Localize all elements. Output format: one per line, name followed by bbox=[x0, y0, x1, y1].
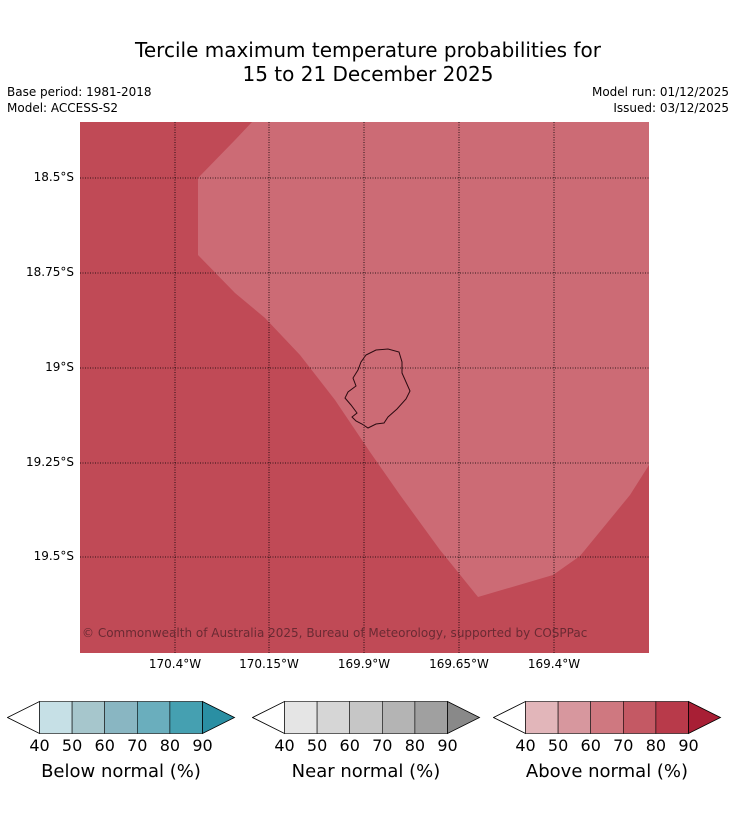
colorbar-tick-label: 40 bbox=[29, 736, 50, 755]
model-run: Model run: 01/12/2025 bbox=[591, 85, 729, 99]
colorbar-segment bbox=[557, 701, 591, 734]
colorbar-near bbox=[252, 700, 481, 735]
colorbar-tick-label: 50 bbox=[547, 736, 569, 755]
colorbar-segment bbox=[382, 701, 416, 734]
colorbar-tick-label: 80 bbox=[645, 736, 667, 755]
latitude-label: 18.5°S bbox=[33, 170, 74, 184]
colorbar-segment bbox=[623, 701, 657, 734]
colorbar-tick-label: 60 bbox=[339, 736, 360, 755]
niue-coastline bbox=[344, 348, 411, 429]
colorbar-over-arrow bbox=[202, 700, 236, 735]
map-canvas: © Commonwealth of Australia 2025, Bureau… bbox=[80, 122, 649, 653]
title-line-1: Tercile maximum temperature probabilitie… bbox=[135, 38, 601, 62]
colorbar-under-arrow bbox=[7, 700, 40, 735]
colorbar-below bbox=[7, 700, 236, 735]
latitude-label: 19°S bbox=[45, 360, 74, 374]
colorbar-segment bbox=[169, 701, 203, 734]
colorbar-tick-label: 70 bbox=[127, 736, 148, 755]
colorbar-segment bbox=[71, 701, 105, 734]
colorbar-tick-label: 70 bbox=[613, 736, 634, 755]
colorbar-tick-label: 80 bbox=[404, 736, 426, 755]
colorbar-segment bbox=[39, 701, 73, 734]
colorbar-segment bbox=[525, 701, 559, 734]
longitude-label: 170.4°W bbox=[148, 657, 202, 671]
longitude-label: 169.65°W bbox=[429, 657, 489, 671]
meta-right: Model run: 01/12/2025 Issued: 03/12/2025 bbox=[592, 84, 729, 116]
colorbar-tick-label: 90 bbox=[192, 736, 213, 755]
colorbar-tick-label: 40 bbox=[515, 736, 536, 755]
colorbar-segment bbox=[655, 701, 689, 734]
colorbar-label: Near normal (%) bbox=[291, 761, 441, 782]
colorbar-segment bbox=[590, 701, 624, 734]
colorbar-tick-label: 50 bbox=[306, 736, 328, 755]
model-name: Model: ACCESS-S2 bbox=[7, 101, 119, 115]
colorbar-above bbox=[493, 700, 722, 735]
colorbar-under-arrow bbox=[252, 700, 285, 735]
colorbar-over-arrow bbox=[447, 700, 481, 735]
colorbar-segment bbox=[104, 701, 138, 734]
page-title: Tercile maximum temperature probabilitie… bbox=[0, 38, 736, 86]
colorbar-under-arrow bbox=[493, 700, 526, 735]
colorbar-segment bbox=[414, 701, 448, 734]
copyright-notice: © Commonwealth of Australia 2025, Bureau… bbox=[82, 626, 587, 640]
colorbar-tick-label: 80 bbox=[159, 736, 181, 755]
colorbar-tick-label: 70 bbox=[372, 736, 393, 755]
colorbar-tick-label: 60 bbox=[580, 736, 601, 755]
colorbar-tick-label: 90 bbox=[437, 736, 458, 755]
colorbar-tick-label: 50 bbox=[61, 736, 83, 755]
colorbar-segment bbox=[284, 701, 318, 734]
colorbar-tick-label: 60 bbox=[94, 736, 115, 755]
colorbar-segment bbox=[349, 701, 383, 734]
latitude-label: 19.5°S bbox=[33, 549, 74, 563]
title-line-2: 15 to 21 December 2025 bbox=[242, 62, 494, 86]
longitude-label: 169.9°W bbox=[337, 657, 391, 671]
colorbar-tick-label: 90 bbox=[678, 736, 699, 755]
meta-left: Base period: 1981-2018 Model: ACCESS-S2 bbox=[7, 84, 152, 116]
colorbar-over-arrow bbox=[688, 700, 722, 735]
colorbar-segment bbox=[316, 701, 350, 734]
colorbar-label: Above normal (%) bbox=[525, 761, 689, 782]
latitude-label: 18.75°S bbox=[26, 265, 74, 279]
map-gridlines bbox=[80, 122, 649, 653]
colorbar-segment bbox=[137, 701, 171, 734]
colorbar-tick-label: 40 bbox=[274, 736, 295, 755]
longitude-label: 169.4°W bbox=[527, 657, 581, 671]
base-period: Base period: 1981-2018 bbox=[7, 85, 152, 99]
longitude-label: 170.15°W bbox=[239, 657, 299, 671]
colorbar-label: Below normal (%) bbox=[41, 761, 201, 782]
latitude-label: 19.25°S bbox=[26, 455, 74, 469]
issued-date: Issued: 03/12/2025 bbox=[613, 101, 729, 115]
probability-region-lower bbox=[198, 122, 649, 597]
